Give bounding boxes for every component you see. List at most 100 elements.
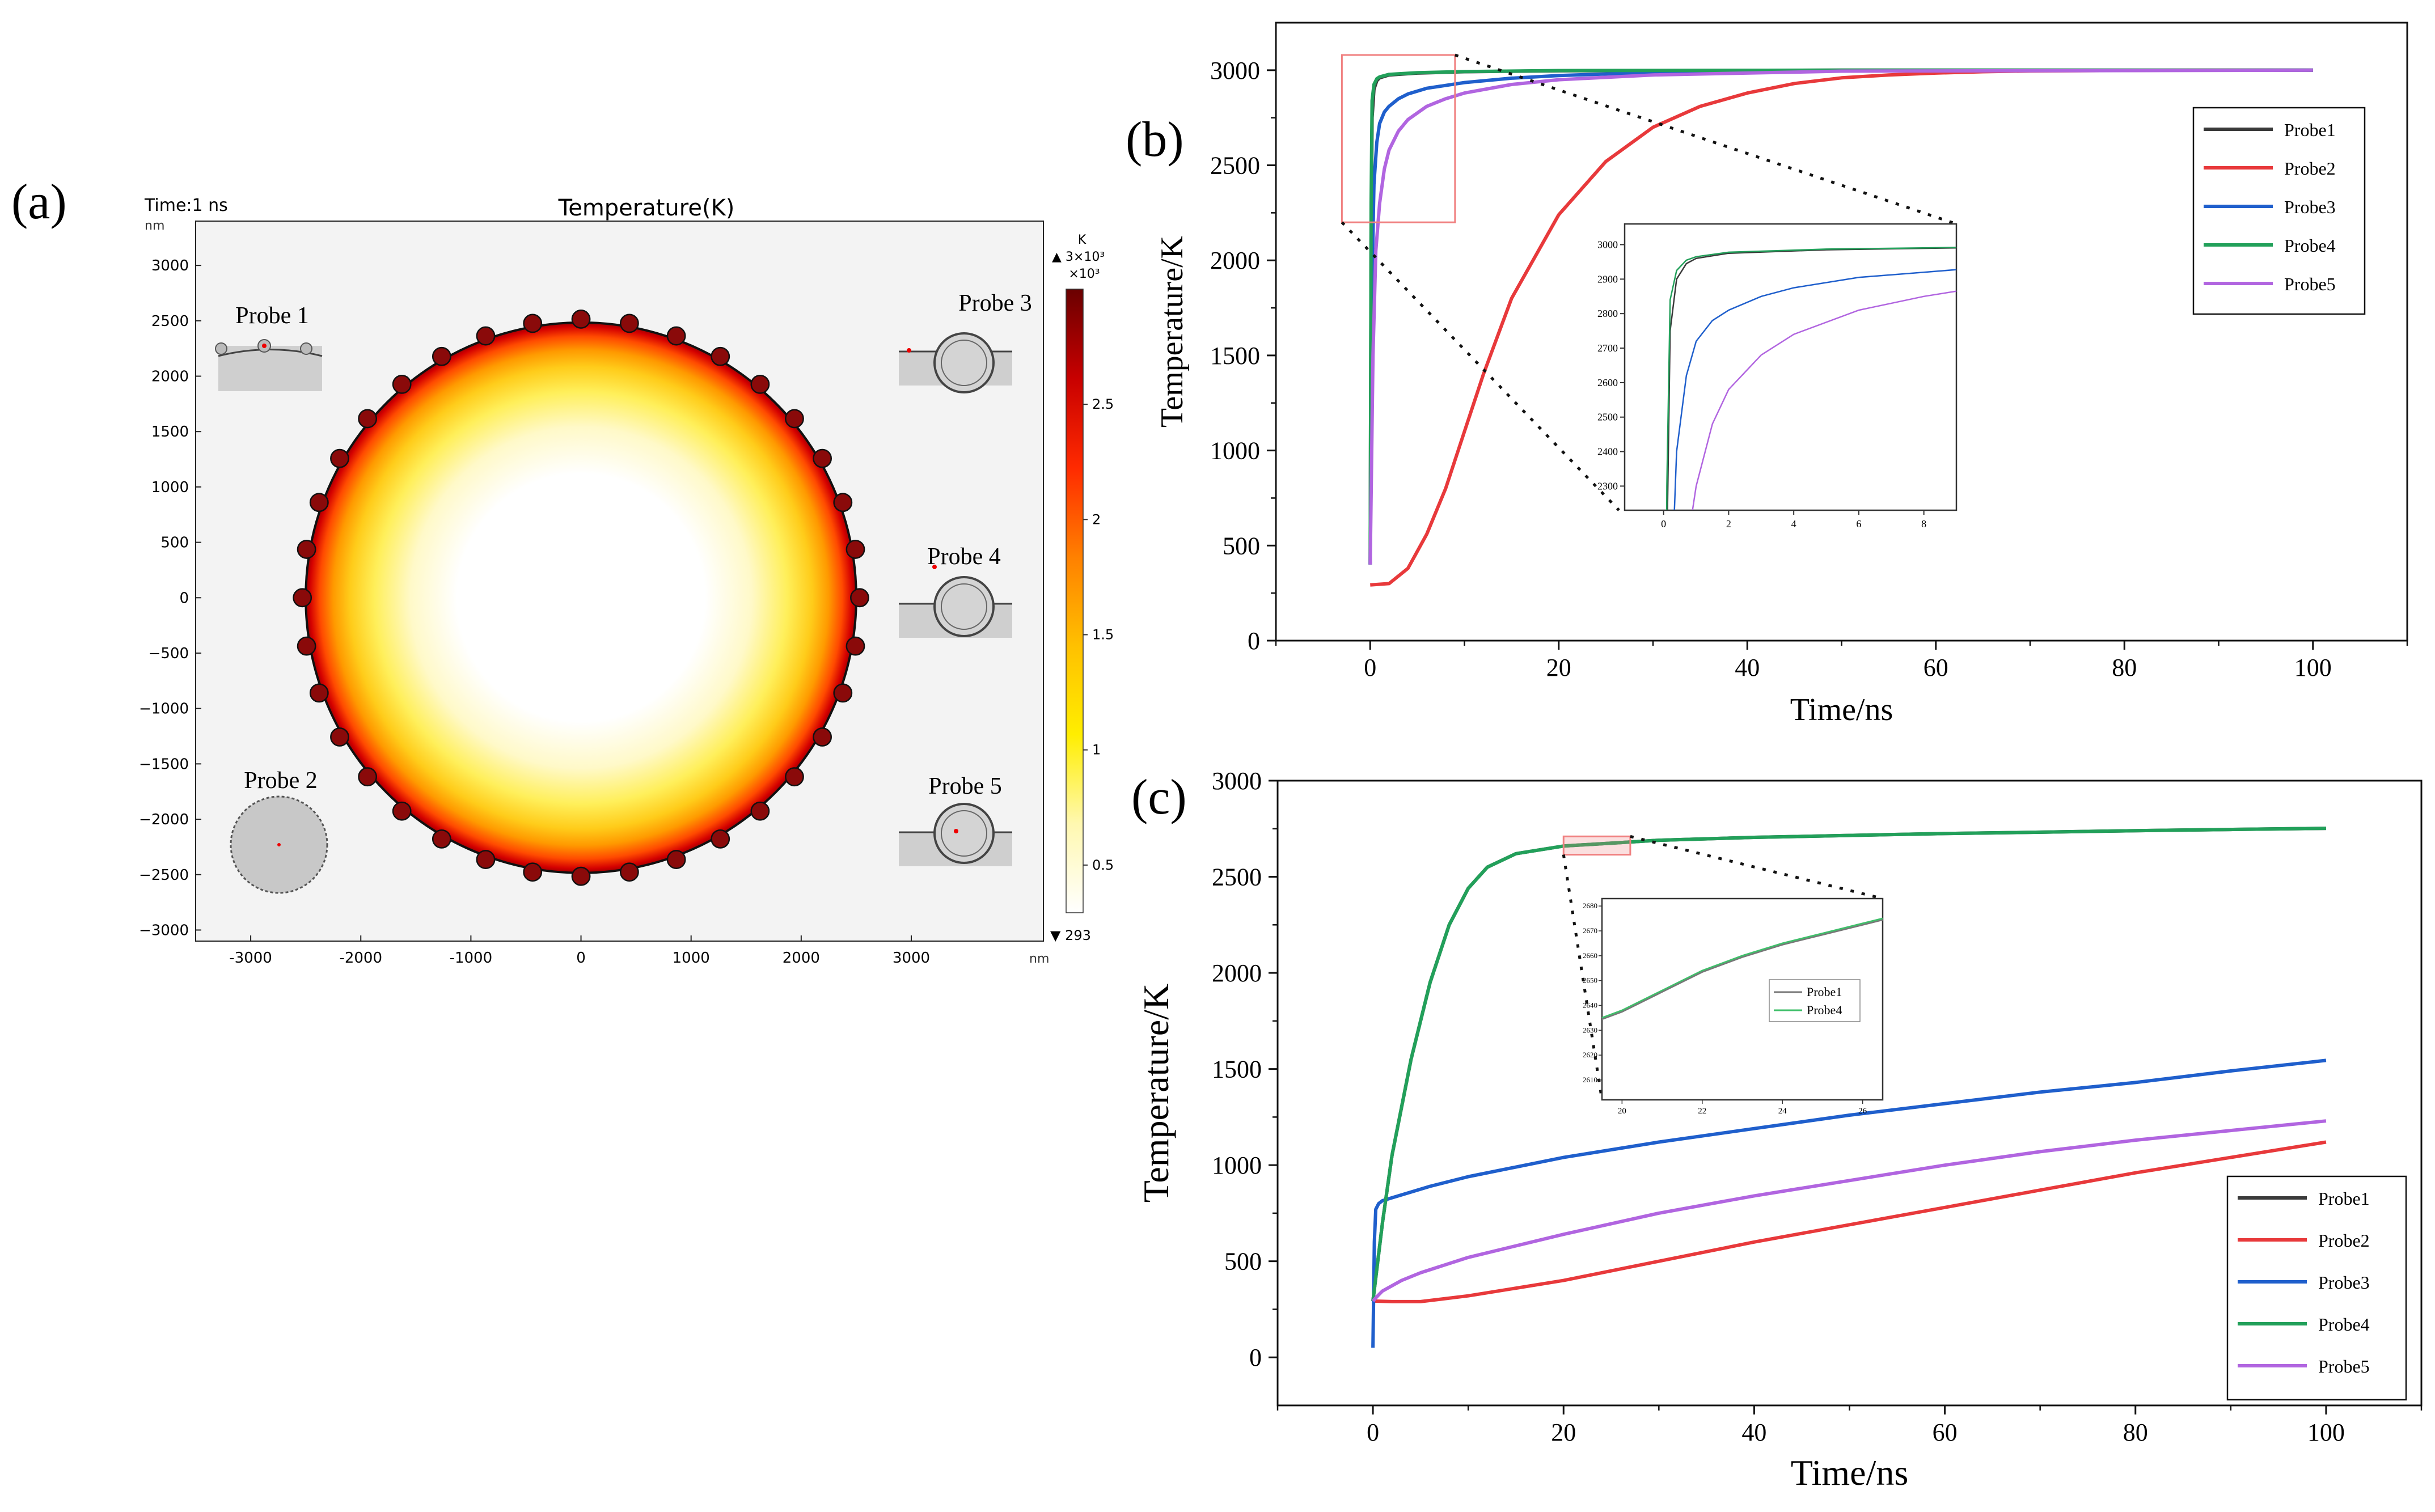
- probe-point: [954, 829, 958, 833]
- x-tick-label: -3000: [229, 950, 272, 967]
- zoom-connector: [1630, 835, 1883, 900]
- inset-y-tick-label: 2800: [1597, 308, 1618, 319]
- y-tick-label: −2000: [139, 811, 189, 828]
- x-tick-label: 1000: [673, 950, 710, 967]
- y-unit-label: nm: [145, 219, 164, 233]
- surface-particle: [850, 588, 869, 608]
- legend-label: Probe5: [2284, 274, 2336, 294]
- surface-particle: [619, 314, 639, 333]
- legend-label: Probe5: [2318, 1356, 2370, 1377]
- inset-legend-label: Probe4: [1807, 1003, 1842, 1017]
- inset-y-tick-label: 2300: [1597, 480, 1618, 492]
- probe1-particle: [215, 342, 227, 355]
- probe-point: [932, 565, 937, 569]
- y-tick-label: 1500: [1210, 342, 1260, 370]
- legend-box: [2192, 107, 2366, 315]
- probe-label: Probe 4: [927, 544, 1001, 570]
- x-tick-label: 2000: [783, 950, 820, 967]
- x-tick-label: -2000: [339, 950, 382, 967]
- inset-line-probe4: [1665, 247, 1956, 510]
- surface-particle: [523, 862, 543, 882]
- inset-series-group: [1665, 247, 1956, 510]
- inset-y-tick-label: 2700: [1597, 342, 1618, 354]
- x-tick-label: 0: [576, 950, 586, 967]
- surface-particle: [330, 448, 349, 468]
- surface-particle: [833, 683, 853, 703]
- surface-particle: [358, 409, 378, 429]
- y-tick-label: −1000: [139, 701, 189, 718]
- probe2-point: [277, 843, 281, 846]
- surface-particle: [619, 862, 639, 882]
- panel-label-a: (a): [11, 175, 67, 230]
- legend-label: Probe1: [2318, 1188, 2370, 1209]
- x-tick-label: 0: [1364, 654, 1376, 681]
- probe-label: Probe 2: [244, 768, 318, 794]
- x-tick-label: 40: [1741, 1418, 1766, 1446]
- inset-x-tick-label: 22: [1698, 1107, 1706, 1116]
- y-tick-label: 2000: [1210, 247, 1260, 274]
- series-line-probe2: [1373, 1140, 2327, 1303]
- y-tick-label: 1000: [151, 479, 189, 496]
- probe-ball-inner: [941, 810, 987, 857]
- series-group: [1368, 68, 2313, 587]
- legend-label: Probe2: [2284, 158, 2336, 179]
- legend-label: Probe4: [2284, 235, 2336, 256]
- x-tick-label: 40: [1735, 654, 1760, 681]
- inset-line-probe1: [1601, 919, 1883, 1020]
- inset-y-tick-label: 3000: [1597, 239, 1618, 251]
- colorbar-tick-label: 2: [1092, 511, 1101, 527]
- series-line-probe4: [1368, 68, 2313, 565]
- series-line-probe3: [1368, 68, 2313, 565]
- x-tick-label: 60: [1924, 654, 1948, 681]
- panel-label-b: (b): [1126, 112, 1184, 167]
- y-tick-label: 1000: [1210, 437, 1260, 465]
- inset-y-tick-label: 2400: [1597, 446, 1618, 458]
- inset-y-tick-label: 2660: [1583, 951, 1597, 960]
- x-tick-label: 80: [2123, 1418, 2148, 1446]
- surface-particle: [293, 588, 312, 608]
- y-tick-label: 2500: [1210, 152, 1260, 180]
- x-tick-label: 0: [1367, 1418, 1379, 1446]
- y-tick-label: 2500: [151, 313, 189, 330]
- inset-y-tick-label: 2610: [1583, 1075, 1597, 1084]
- probe1-particle: [300, 342, 312, 355]
- y-tick-label: 2000: [151, 369, 189, 386]
- surface-particle: [750, 374, 770, 394]
- series-line-probe5: [1368, 68, 2313, 565]
- x-tick-label: 80: [2112, 654, 2137, 681]
- panel-label-c: (c): [1131, 770, 1187, 825]
- surface-particle: [358, 767, 378, 787]
- inset-y-tick-label: 2640: [1583, 1001, 1597, 1009]
- surface-particle: [297, 636, 316, 656]
- x-tick-label: -1000: [450, 950, 493, 967]
- zoom-connector: [1562, 854, 1604, 1100]
- probe-ball: [933, 803, 995, 864]
- x-axis-label: Time/ns: [1791, 1452, 1909, 1493]
- surface-particle: [571, 310, 591, 329]
- probe-label: Probe 3: [958, 290, 1032, 316]
- legend-label: Probe1: [2284, 120, 2336, 140]
- time-label: Time:1 ns: [144, 196, 228, 215]
- colorbar-scale: ×10³: [1068, 267, 1100, 281]
- surface-particle: [785, 409, 804, 429]
- x-tick-label: 20: [1551, 1418, 1576, 1446]
- inset-x-tick-label: 24: [1778, 1107, 1787, 1116]
- legend-label: Probe3: [2318, 1272, 2370, 1293]
- x-tick-label: 60: [1933, 1418, 1958, 1446]
- surface-particle: [813, 448, 832, 468]
- probe-ball: [933, 332, 995, 393]
- panel-c: (c) 0 500 1000 1500 2000 2500 3000 0 20 40 60 80 100 T…: [1131, 767, 2423, 1493]
- surface-particle: [666, 326, 686, 346]
- x-unit-label: nm: [1029, 952, 1049, 966]
- series-line-probe5: [1371, 1119, 2327, 1302]
- legend-box: [2226, 1175, 2407, 1401]
- zoom-connector: [1455, 53, 1957, 226]
- surface-particle: [571, 866, 591, 886]
- surface-particle: [297, 540, 316, 559]
- colorbar-tick-label: 1.5: [1092, 627, 1114, 643]
- y-tick-label: −500: [149, 645, 189, 662]
- inset-x-tick-label: 8: [1921, 518, 1926, 530]
- y-tick-label: 3000: [1212, 767, 1262, 795]
- surface-particle: [666, 850, 686, 869]
